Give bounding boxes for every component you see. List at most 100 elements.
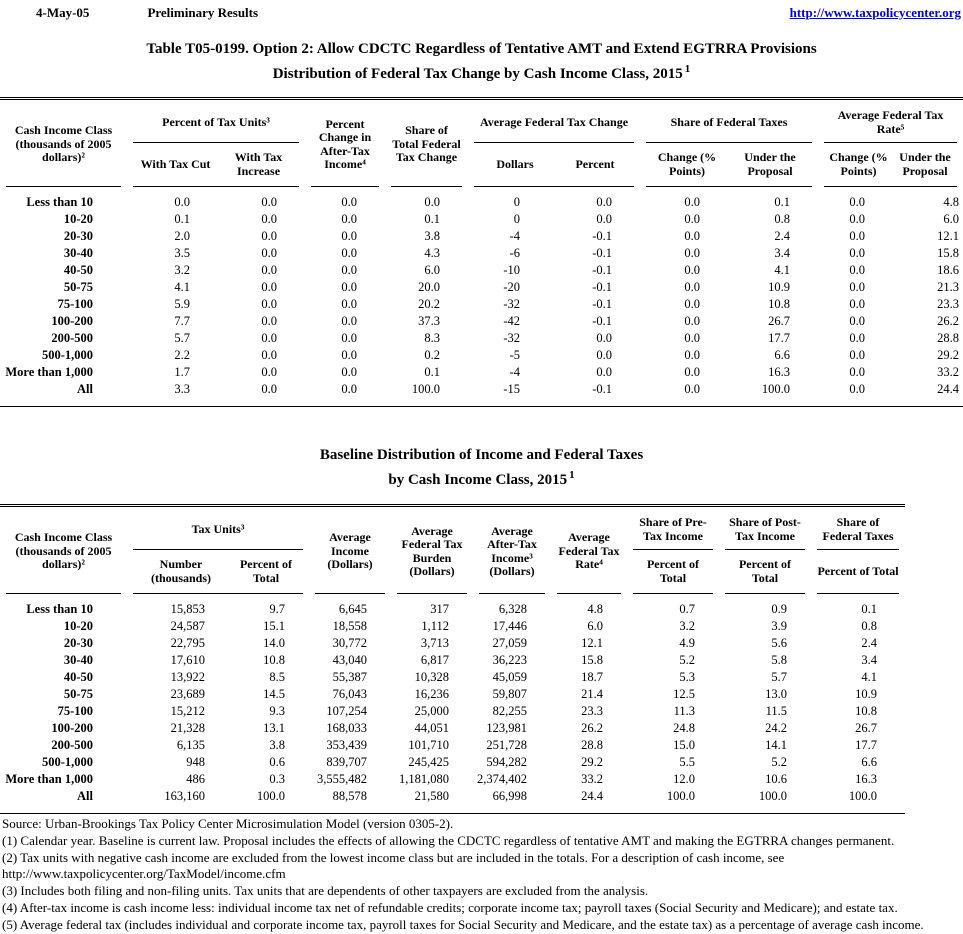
table-row: 40-50 13,922 8.5 55,387 10,328 45,059 18… xyxy=(0,669,905,686)
value-cell: 8.5 xyxy=(269,670,285,684)
value-cell: 25,000 xyxy=(414,704,449,718)
income-class-label: Less than 10 xyxy=(26,602,93,616)
value-cell: 24.2 xyxy=(765,721,787,735)
col-group-share-pre-tax-income: Share of Pre-Tax Income xyxy=(627,510,719,550)
value-cell: 5.2 xyxy=(771,755,787,769)
col-header-pct-change-after-tax-income: Percent Change in After-Tax Income⁴ xyxy=(305,103,385,187)
value-cell: 1,181,080 xyxy=(399,772,449,786)
value-cell: 24.8 xyxy=(673,721,695,735)
value-cell: 66,998 xyxy=(492,789,527,803)
table-row: 500-1,000 2.2 0.0 0.0 0.2 -5 0.0 0.0 6.6… xyxy=(0,347,963,364)
value-cell: 6.6 xyxy=(774,348,791,362)
value-cell: 29.2 xyxy=(581,755,603,769)
value-cell: 16,236 xyxy=(414,687,449,701)
baseline-table-body: Less than 10 15,853 9.7 6,645 317 6,328 … xyxy=(0,594,905,805)
value-cell: 245,425 xyxy=(408,755,449,769)
col-header-average-income: Average Income (Dollars) xyxy=(309,510,391,594)
site-link[interactable]: http://www.taxpolicycenter.org xyxy=(789,5,961,20)
value-cell: 44,051 xyxy=(414,721,449,735)
col-header-average-after-tax-income: Average After-Tax Income³ (Dollars) xyxy=(473,510,551,594)
value-cell: 0.0 xyxy=(261,195,277,209)
value-cell: 0.0 xyxy=(424,195,440,209)
footnotes: Source: Urban-Brookings Tax Policy Cente… xyxy=(0,816,963,934)
value-cell: 100.0 xyxy=(758,789,787,803)
value-cell: 0.0 xyxy=(849,314,866,328)
value-cell: 22,795 xyxy=(170,636,205,650)
col-header-average-tax-burden: Average Federal Tax Burden (Dollars) xyxy=(391,510,473,594)
value-cell: 3.2 xyxy=(679,619,695,633)
value-cell: 0.1 xyxy=(424,365,440,379)
value-cell: 948 xyxy=(186,755,205,769)
value-cell: 6,135 xyxy=(176,738,205,752)
income-class-label: 200-500 xyxy=(51,331,93,345)
tax-change-table-frame: Cash Income Class (thousands of 2005 dol… xyxy=(0,97,963,407)
value-cell: 8.3 xyxy=(424,331,440,345)
value-cell: 3.4 xyxy=(861,653,877,667)
value-cell: 0.1 xyxy=(774,195,791,209)
value-cell: -32 xyxy=(503,331,520,345)
federal-tax-change-table: Cash Income Class (thousands of 2005 dol… xyxy=(0,103,963,398)
value-cell: 15.0 xyxy=(673,738,695,752)
value-cell: 26.2 xyxy=(937,314,960,328)
value-cell: -15 xyxy=(503,382,520,396)
value-cell: 16.3 xyxy=(768,365,791,379)
value-cell: 0.0 xyxy=(684,195,701,209)
value-cell: 107,254 xyxy=(326,704,367,718)
income-class-label: 20-30 xyxy=(63,636,93,650)
income-class-label: 200-500 xyxy=(51,738,93,752)
value-cell: 0.0 xyxy=(341,382,357,396)
value-cell: 3.8 xyxy=(424,229,440,243)
value-cell: 100.0 xyxy=(848,789,877,803)
value-cell: 28.8 xyxy=(581,738,603,752)
value-cell: -20 xyxy=(503,280,520,294)
table-row: Less than 10 15,853 9.7 6,645 317 6,328 … xyxy=(0,601,905,618)
value-cell: -0.1 xyxy=(592,229,613,243)
value-cell: 0 xyxy=(513,212,520,226)
value-cell: 21,580 xyxy=(414,789,449,803)
value-cell: 0.0 xyxy=(849,382,866,396)
value-cell: 20.0 xyxy=(418,280,440,294)
value-cell: -0.1 xyxy=(592,246,613,260)
col-header-percent-of-total: Percent of Total xyxy=(719,550,811,594)
value-cell: 15.8 xyxy=(581,653,603,667)
value-cell: 23.3 xyxy=(581,704,603,718)
value-cell: 0.0 xyxy=(684,297,701,311)
value-cell: 11.3 xyxy=(673,704,695,718)
footnote-3: (3) Includes both filing and non-filing … xyxy=(2,883,649,899)
value-cell: 594,282 xyxy=(486,755,527,769)
income-class-label: 500-1,000 xyxy=(41,755,93,769)
value-cell: 5.2 xyxy=(679,653,695,667)
income-class-label: 100-200 xyxy=(51,721,93,735)
value-cell: 0.0 xyxy=(341,229,357,243)
table-row: 20-30 22,795 14.0 30,772 3,713 27,059 12… xyxy=(0,635,905,652)
value-cell: 15.1 xyxy=(263,619,285,633)
value-cell: 24.4 xyxy=(581,789,603,803)
value-cell: 17,610 xyxy=(170,653,205,667)
value-cell: 16.3 xyxy=(855,772,877,786)
value-cell: 14.5 xyxy=(263,687,285,701)
value-cell: 21.3 xyxy=(937,280,960,294)
value-cell: 0.0 xyxy=(849,263,866,277)
value-cell: 10.9 xyxy=(768,280,791,294)
value-cell: 33.2 xyxy=(937,365,960,379)
value-cell: 2.4 xyxy=(774,229,791,243)
value-cell: 14.0 xyxy=(263,636,285,650)
value-cell: 6.0 xyxy=(587,619,603,633)
value-cell: -0.1 xyxy=(592,314,613,328)
table1-title-line1: Table T05-0199. Option 2: Allow CDCTC Re… xyxy=(146,41,817,57)
status-label: Preliminary Results xyxy=(147,5,259,20)
value-cell: 13.1 xyxy=(263,721,285,735)
col-header-under-proposal: Under the Proposal xyxy=(893,143,963,187)
income-class-label: 75-100 xyxy=(57,704,93,718)
value-cell: 18.7 xyxy=(581,670,603,684)
value-cell: 17.7 xyxy=(855,738,877,752)
value-cell: 0.0 xyxy=(684,382,701,396)
income-class-label: 100-200 xyxy=(51,314,93,328)
baseline-distribution-table: Cash Income Class (thousands of 2005 dol… xyxy=(0,510,905,805)
table-row: Less than 10 0.0 0.0 0.0 0.0 0 0.0 0.0 0… xyxy=(0,194,963,211)
footnote-5: (5) Average federal tax (includes indivi… xyxy=(2,916,924,932)
value-cell: 5.7 xyxy=(174,331,190,345)
value-cell: 3.3 xyxy=(174,382,190,396)
col-header-income-class: Cash Income Class (thousands of 2005 dol… xyxy=(0,103,127,187)
value-cell: 6.0 xyxy=(424,263,440,277)
